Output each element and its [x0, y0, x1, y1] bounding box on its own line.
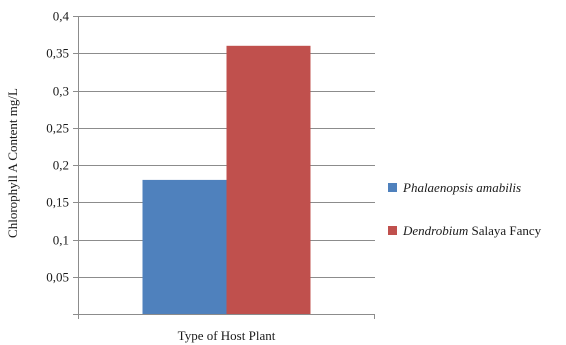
legend-item: Phalaenopsis amabilis — [388, 180, 521, 195]
legend-swatch — [388, 183, 397, 192]
bars — [142, 45, 311, 315]
y-tick-label: 0,2 — [53, 158, 69, 173]
x-axis-title: Type of Host Plant — [178, 328, 276, 343]
y-tick-label: 0,15 — [46, 195, 69, 210]
legend-label-italic: Dendrobium — [402, 223, 468, 238]
y-tick-label: 0,25 — [46, 121, 69, 136]
legend-label-rest: Salaya Fancy — [468, 223, 541, 238]
y-tick-label: 0,05 — [46, 270, 69, 285]
legend-label: Dendrobium Salaya Fancy — [402, 223, 542, 238]
bar-phalaenopsis-amabilis — [142, 179, 227, 314]
y-tick-label: 0,4 — [53, 9, 70, 24]
y-axis-title: Chlorophyll A Content mg/L — [5, 88, 20, 238]
y-tick-labels: 0,05 0,1 0,15 0,2 0,25 0,3 0,35 0,4 — [46, 9, 69, 285]
y-tick-label: 0,3 — [53, 84, 69, 99]
y-tick-label: 0,1 — [53, 233, 69, 248]
legend-label-italic: Phalaenopsis amabilis — [402, 180, 521, 195]
legend-label: Phalaenopsis amabilis — [402, 180, 521, 195]
legend-item: Dendrobium Salaya Fancy — [388, 223, 542, 238]
bar-dendrobium-salaya-fancy — [226, 45, 311, 315]
y-tick-label: 0,35 — [46, 46, 69, 61]
legend: Phalaenopsis amabilis Dendrobium Salaya F… — [388, 180, 542, 238]
axes — [73, 16, 375, 319]
legend-swatch — [388, 226, 397, 235]
